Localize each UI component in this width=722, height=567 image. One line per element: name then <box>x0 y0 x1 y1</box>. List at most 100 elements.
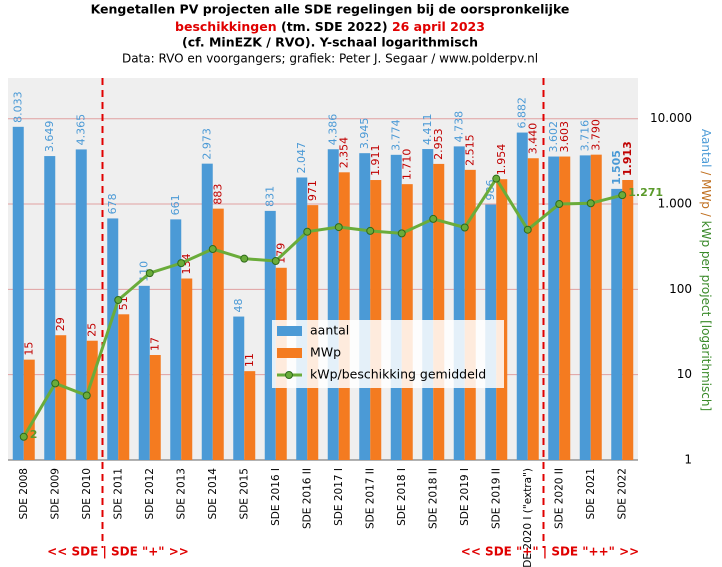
line-marker <box>460 223 469 232</box>
data-label: 15 <box>22 342 35 356</box>
y-label-part: kWp per project [logarithmisch] <box>700 221 714 412</box>
line <box>22 175 623 438</box>
y-tick-label: 10 <box>677 367 692 381</box>
data-label: 1.271 <box>628 186 663 199</box>
bar <box>359 153 371 461</box>
line-marker <box>618 191 627 200</box>
chart-title-line3: (cf. MinEZK / RVO). Y-schaal logarithmis… <box>182 35 478 50</box>
chart-title: Kengetallen PV projecten alle SDE regeli… <box>91 2 570 17</box>
chart-title-line2: beschikkingen (tm. SDE 2022) 26 april 20… <box>175 19 485 34</box>
bar <box>338 172 350 461</box>
bar <box>579 155 591 461</box>
bar <box>611 188 623 460</box>
x-tick-label: SDE 2022 <box>616 468 628 519</box>
x-tick-label: SDE 2018 II <box>427 468 439 529</box>
bar <box>149 355 161 460</box>
x-tick-label: SDE 2016 II <box>301 468 313 529</box>
bar <box>453 146 465 460</box>
bar <box>516 132 528 460</box>
x-tick-label: SDE 2011 <box>112 468 124 519</box>
data-label: 4.738 <box>452 111 465 143</box>
x-tick-label: SDE 2021 <box>585 468 597 519</box>
line-marker <box>334 223 343 232</box>
legend-swatch <box>277 326 302 336</box>
data-label: 3.945 <box>358 118 371 150</box>
line-marker <box>82 391 91 400</box>
title-part: beschikkingen <box>175 19 277 34</box>
line-marker <box>19 432 28 441</box>
y-label-part: / MWp / <box>700 171 714 218</box>
data-label: 1.505 <box>610 150 623 185</box>
bar <box>527 158 539 460</box>
bar <box>433 163 445 460</box>
chart-subtitle: Data: RVO en voorgangers; grafiek: Peter… <box>122 52 538 66</box>
x-tick-label: SDE 2017 II <box>364 468 376 529</box>
line-marker <box>366 226 375 235</box>
data-label: 1.710 <box>400 149 413 181</box>
x-tick-label: SDE 2019 II <box>490 468 502 529</box>
y-tick-label: 100 <box>669 282 692 296</box>
x-tick-label: SDE 2014 <box>207 468 219 520</box>
legend-box <box>272 320 504 388</box>
bar <box>233 316 245 460</box>
data-label: 3.602 <box>547 121 560 153</box>
legend-label: aantal <box>310 323 349 338</box>
x-tick-label: SDE 2016 I <box>270 468 282 526</box>
line-marker <box>555 200 564 209</box>
data-label: 2.354 <box>337 137 350 169</box>
data-label: 6.882 <box>515 97 528 129</box>
line-marker <box>586 199 595 208</box>
y-tick-label: 1.000 <box>658 197 692 211</box>
data-label: 3.774 <box>389 119 402 151</box>
line-marker <box>240 254 249 263</box>
data-label: 661 <box>169 194 182 215</box>
bar <box>44 156 56 460</box>
x-tick-label: SDE 2009 <box>49 468 61 519</box>
data-label: 8.033 <box>11 91 24 123</box>
bar <box>327 149 339 460</box>
data-label: 29 <box>54 317 67 331</box>
bar <box>181 278 193 460</box>
x-tick-label: SDE 2013 <box>175 468 187 519</box>
data-label: 4.365 <box>74 114 87 146</box>
bar <box>12 126 24 460</box>
data-label: 25 <box>85 323 98 337</box>
bar <box>559 156 571 460</box>
data-label: 2.973 <box>200 128 213 160</box>
legend-label: MWp <box>310 345 341 360</box>
y-label-part: Aantal <box>700 129 714 168</box>
x-tick-label: SDE 2019 I <box>459 468 471 526</box>
x-tick-label: SDE 2012 <box>144 468 156 519</box>
data-label: 11 <box>243 353 256 367</box>
x-tick-label: SDE 2008 <box>18 468 30 519</box>
line-marker <box>208 245 217 254</box>
data-label: 1.913 <box>621 141 634 176</box>
data-label: 17 <box>148 337 161 351</box>
data-label: 2 <box>30 428 38 441</box>
line-marker <box>271 256 280 265</box>
y-tick-label: 1 <box>684 453 692 467</box>
line-marker <box>114 296 123 305</box>
data-label: 678 <box>106 193 119 214</box>
data-label: 2.953 <box>432 128 445 160</box>
title-part: (tm. SDE 2022) <box>281 19 388 34</box>
bar <box>86 340 98 460</box>
bar <box>422 149 434 460</box>
bar <box>244 371 256 460</box>
bar <box>107 218 119 460</box>
x-tick-label: SDE 2020 II <box>553 468 565 529</box>
x-tick-label: SDE 2017 I <box>333 468 345 526</box>
line-marker <box>303 227 312 236</box>
bar <box>170 219 182 460</box>
y-tick-label: 10.000 <box>650 111 692 125</box>
y-axis-title: Aantal / MWp / kWp per project [logarith… <box>700 129 714 411</box>
line-marker <box>177 259 186 268</box>
annotation: << SDE "+" | SDE "++" >> <box>461 545 639 559</box>
bar <box>23 359 35 460</box>
bar <box>622 179 634 460</box>
title-part: 26 april 2023 <box>392 19 485 34</box>
bar <box>496 179 508 461</box>
line-marker <box>51 379 60 388</box>
x-tick-label: SDE 2018 I <box>396 468 408 526</box>
data-label: 3.603 <box>558 121 571 153</box>
